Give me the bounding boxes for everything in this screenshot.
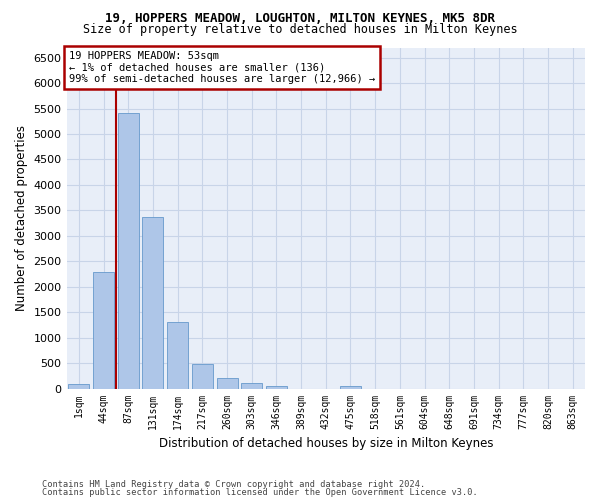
- Bar: [142, 216, 163, 388]
- Bar: [93, 272, 114, 388]
- Text: Contains public sector information licensed under the Open Government Licence v3: Contains public sector information licen…: [42, 488, 478, 497]
- Bar: [340, 386, 361, 388]
- Text: 19, HOPPERS MEADOW, LOUGHTON, MILTON KEYNES, MK5 8DR: 19, HOPPERS MEADOW, LOUGHTON, MILTON KEY…: [105, 12, 495, 26]
- Text: Contains HM Land Registry data © Crown copyright and database right 2024.: Contains HM Land Registry data © Crown c…: [42, 480, 425, 489]
- Bar: [118, 112, 139, 388]
- Bar: [68, 384, 89, 388]
- Text: Size of property relative to detached houses in Milton Keynes: Size of property relative to detached ho…: [83, 22, 517, 36]
- Bar: [217, 378, 238, 388]
- Bar: [167, 322, 188, 388]
- Bar: [241, 384, 262, 388]
- Text: 19 HOPPERS MEADOW: 53sqm
← 1% of detached houses are smaller (136)
99% of semi-d: 19 HOPPERS MEADOW: 53sqm ← 1% of detache…: [69, 51, 375, 84]
- Bar: [266, 386, 287, 388]
- Bar: [192, 364, 213, 388]
- X-axis label: Distribution of detached houses by size in Milton Keynes: Distribution of detached houses by size …: [158, 437, 493, 450]
- Y-axis label: Number of detached properties: Number of detached properties: [15, 125, 28, 311]
